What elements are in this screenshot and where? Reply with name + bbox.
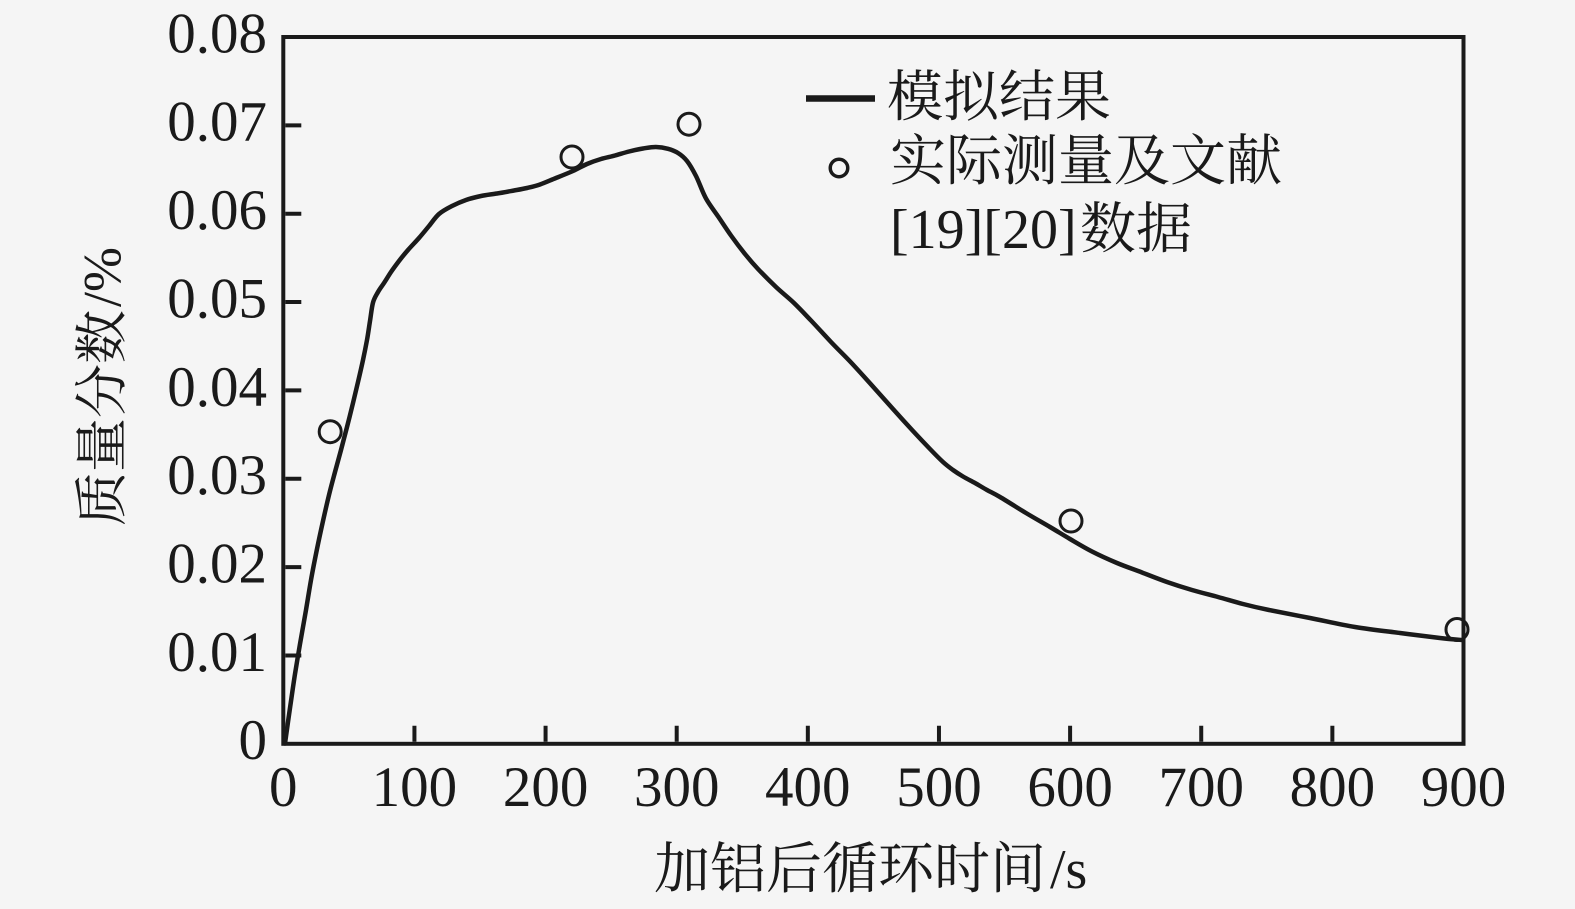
- svg-text:0: 0: [269, 756, 298, 819]
- svg-text:0.05: 0.05: [167, 267, 267, 330]
- svg-text:0.02: 0.02: [167, 533, 267, 596]
- svg-text:0.03: 0.03: [167, 444, 267, 507]
- svg-text:500: 500: [896, 756, 982, 819]
- svg-text:900: 900: [1421, 756, 1507, 819]
- svg-text:300: 300: [634, 756, 720, 819]
- svg-text:0.06: 0.06: [167, 179, 267, 242]
- svg-text:0.08: 0.08: [167, 2, 267, 65]
- svg-text:100: 100: [372, 756, 458, 819]
- svg-text:0.07: 0.07: [167, 91, 267, 154]
- svg-text:/s: /s: [1050, 839, 1087, 901]
- svg-text:600: 600: [1027, 756, 1113, 819]
- svg-text:0.04: 0.04: [167, 356, 267, 419]
- svg-text:400: 400: [765, 756, 851, 819]
- svg-text:0: 0: [239, 709, 268, 772]
- svg-text:[19][20]: [19][20]: [890, 199, 1077, 261]
- svg-text:800: 800: [1290, 756, 1376, 819]
- svg-text:/%: /%: [73, 247, 133, 307]
- svg-text:0.01: 0.01: [167, 621, 267, 684]
- svg-text:200: 200: [503, 756, 589, 819]
- svg-text:700: 700: [1158, 756, 1244, 819]
